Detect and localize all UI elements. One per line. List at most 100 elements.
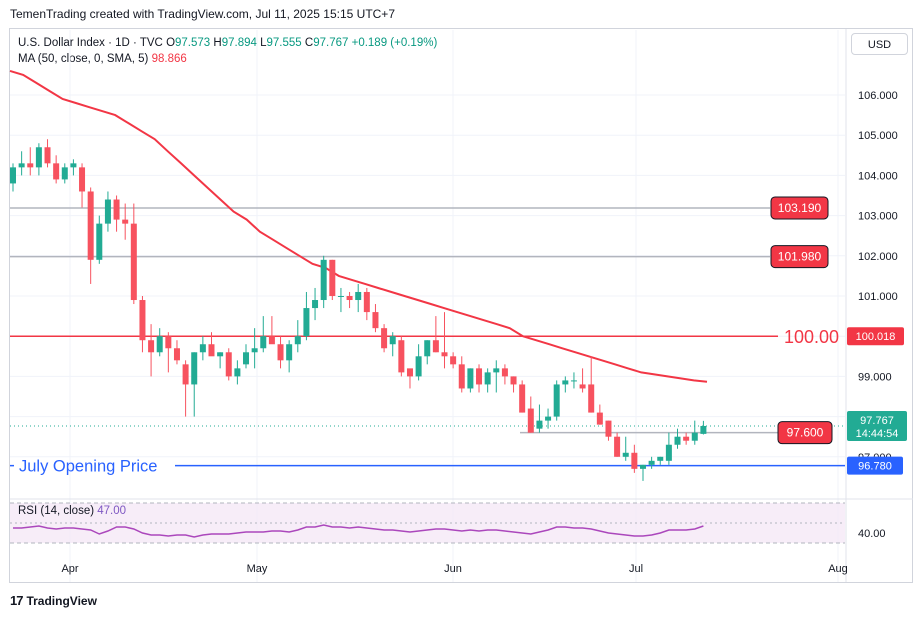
candle-body: [234, 368, 241, 377]
candle: [268, 316, 275, 345]
candle: [372, 304, 379, 333]
axis-tag-96780: 96.780: [847, 456, 903, 475]
axis-tag-countdown-text: 14:44:54: [856, 428, 899, 440]
candle-body: [225, 352, 232, 377]
candle-body: [320, 259, 327, 301]
candle-body: [148, 340, 155, 353]
axis-tag-last-price-text: 97.767: [860, 415, 894, 427]
rsi-y-tick-label: 40.00: [858, 528, 886, 540]
candle-body: [553, 384, 560, 417]
candle: [130, 203, 137, 305]
candle: [191, 352, 198, 417]
candle: [277, 336, 284, 369]
axis-tag-96780-bg: [847, 456, 903, 475]
candle-body: [700, 425, 707, 434]
y-axis: 106.000 105.000 104.000 103.000 102.000 101.0…: [858, 90, 898, 464]
candle: [501, 364, 508, 385]
candle: [493, 360, 500, 393]
y-tick-label: 101.000: [858, 291, 898, 303]
candle: [70, 159, 77, 176]
candle: [458, 356, 465, 393]
candle-body: [217, 352, 224, 357]
tradingview-logo[interactable]: 17 TradingView: [10, 593, 97, 608]
candle-body: [596, 412, 603, 425]
legend-symbol[interactable]: U.S. Dollar Index · 1D · TVC: [18, 37, 163, 49]
candle-body: [122, 219, 129, 224]
candle: [337, 287, 344, 313]
candle: [691, 420, 698, 445]
candle-body: [381, 328, 388, 349]
candle: [398, 336, 405, 377]
candle-body: [501, 368, 508, 377]
candle: [484, 368, 491, 393]
legend-ma-value: 98.866: [151, 53, 187, 65]
y-tick-label: 105.000: [858, 130, 898, 142]
candle: [355, 283, 362, 313]
y-tick-label: 102.000: [858, 251, 898, 263]
candle: [450, 352, 457, 369]
candle-body: [631, 452, 638, 469]
candle: [35, 143, 42, 176]
candle: [208, 332, 215, 357]
candle-body: [44, 147, 51, 164]
axis-tag-100018-text: 100.018: [856, 331, 896, 343]
axis-tag-100018: 100.018: [847, 327, 904, 346]
level-labels: 103.190 101.980 97.600 100.00 100.018 96.780 9…: [10, 196, 907, 476]
tradingview-logo-icon: 17: [10, 593, 24, 608]
x-tick-label: Aug: [828, 563, 848, 575]
candle: [217, 352, 224, 369]
candle-body: [665, 444, 672, 461]
candle: [570, 372, 577, 389]
candle: [243, 344, 250, 369]
candle: [639, 464, 646, 481]
candle: [562, 376, 569, 393]
candle-body: [605, 420, 612, 437]
currency-button[interactable]: USD: [851, 33, 908, 55]
legend-low-label: L: [260, 37, 267, 49]
candle-body: [441, 352, 448, 357]
candle-body: [208, 344, 215, 357]
candle-body: [10, 167, 16, 184]
axis-tag-100018-bg: [847, 327, 904, 346]
candle-body: [87, 191, 94, 260]
candle-body: [648, 460, 655, 465]
candle: [260, 316, 267, 353]
candle-body: [363, 291, 370, 313]
candle: [424, 340, 431, 365]
candle: [657, 456, 664, 465]
candle-body: [286, 344, 293, 361]
candle: [329, 259, 336, 301]
y-tick-label: 104.000: [858, 170, 898, 182]
x-tick-label: Apr: [61, 563, 78, 575]
candle-body: [484, 372, 491, 385]
candle: [182, 360, 189, 417]
candle-body: [139, 300, 146, 341]
legend-high: 97.894: [221, 37, 257, 49]
legend-ma-label[interactable]: MA (50, close, 0, SMA, 5): [18, 53, 149, 65]
candle-body: [96, 223, 103, 260]
candle-body: [53, 163, 60, 180]
ma-line-group: [9, 69, 708, 383]
candle: [225, 348, 232, 381]
candle: [381, 324, 388, 353]
rsi-legend: RSI (14, close) 47.00: [18, 505, 126, 517]
candle: [104, 191, 111, 232]
legend-open: 97.573: [175, 37, 211, 49]
candle: [286, 340, 293, 373]
candle: [665, 432, 672, 465]
rsi-label[interactable]: RSI (14, close): [18, 505, 95, 517]
label-101980: 101.980: [770, 245, 829, 269]
candle-body: [18, 163, 25, 168]
x-tick-label: Jul: [629, 563, 643, 575]
candle-body: [527, 408, 534, 433]
candle: [199, 336, 206, 361]
candle-body: [467, 368, 474, 389]
candle-body: [510, 376, 517, 385]
candle-body: [639, 464, 646, 469]
candle-body: [432, 340, 439, 353]
candles: [10, 139, 707, 481]
legend-change: +0.189 (+0.19%): [351, 37, 438, 49]
candle: [432, 316, 439, 353]
